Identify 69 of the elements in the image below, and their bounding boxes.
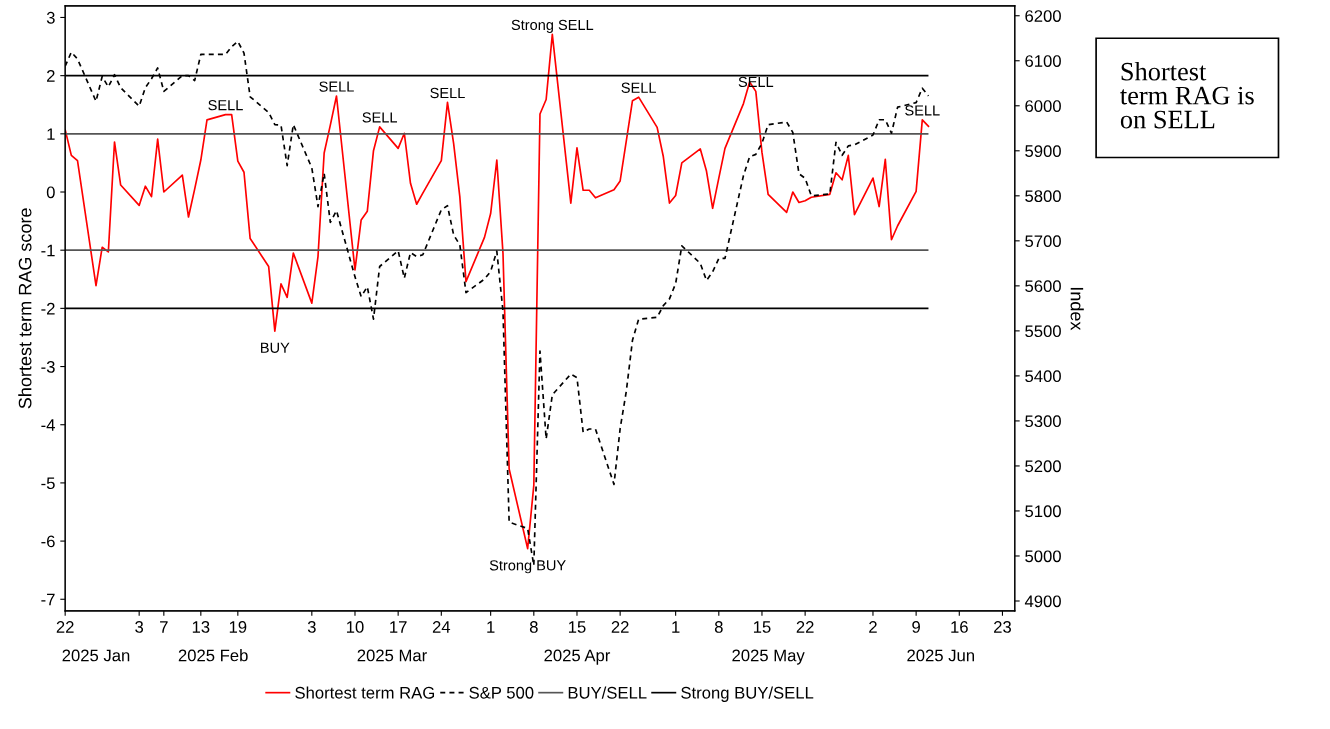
annotation: Strong BUY: [489, 560, 566, 574]
y2-tick-label: 5700: [1025, 235, 1061, 248]
y2-tick-label: 5600: [1025, 280, 1061, 293]
y2-tick-label: 5800: [1025, 190, 1061, 203]
y2-tick-label: 4900: [1024, 595, 1061, 608]
x-tick-label: 7: [160, 621, 168, 633]
y-tick-label: -7: [41, 593, 55, 606]
y2-tick-label: 5500: [1025, 325, 1061, 338]
y2-tick-label: 5900: [1025, 145, 1061, 157]
x-tick-label: 22: [796, 621, 814, 633]
x-tick-label: 17: [390, 621, 407, 633]
x2-tick-label: 2025 Mar: [357, 649, 427, 662]
annotation: SELL: [430, 87, 465, 99]
y-tick-label: 2: [47, 70, 55, 82]
x-tick-label: 19: [229, 621, 247, 633]
x-tick-label: 8: [714, 621, 723, 633]
y-tick-label: 3: [46, 11, 55, 24]
y2-tick-label: 5100: [1025, 505, 1061, 518]
x-tick-label: 3: [135, 621, 144, 633]
legend-label: BUY/SELL: [568, 686, 647, 699]
x-tick-label: 8: [529, 621, 538, 633]
x2-tick-label: 2025 May: [732, 649, 805, 665]
x-tick-label: 16: [951, 621, 968, 633]
x-tick-label: 2: [869, 621, 877, 633]
text: Shortest term RAG is on SELL: [1120, 61, 1254, 129]
y2-tick-label: 5000: [1025, 550, 1061, 563]
x-tick-label: 15: [753, 621, 771, 633]
legend-label: S&P 500: [469, 686, 534, 699]
x-tick-label: 10: [346, 621, 364, 633]
x-tick-label: 1: [672, 621, 680, 633]
x-tick-label: 9: [912, 621, 920, 633]
x2-tick-label: 2025 Apr: [544, 649, 611, 665]
y-tick-label: -3: [41, 360, 55, 373]
annotation: SELL: [738, 76, 774, 88]
x-tick-label: 15: [568, 621, 586, 633]
annotation: BUY: [261, 342, 290, 353]
legend-label: Shortest term RAG: [295, 686, 435, 699]
y2-tick-label: 6200: [1025, 10, 1061, 22]
x-tick-label: 22: [56, 621, 74, 633]
x-tick-label: 3: [307, 621, 316, 633]
y2-axis-title: Index: [1070, 287, 1084, 331]
x-tick-label: 23: [994, 621, 1011, 633]
annotation: SELL: [208, 100, 243, 111]
y-tick-label: 1: [47, 128, 55, 140]
y2-tick-label: 5300: [1025, 415, 1061, 428]
y2-tick-label: 6000: [1025, 100, 1061, 112]
x2-tick-label: 2025 Jan: [62, 649, 130, 662]
y-tick-label: -6: [41, 535, 55, 548]
x-tick-label: 22: [611, 621, 629, 633]
y-tick-label: -1: [41, 244, 55, 257]
y2-tick-label: 5200: [1025, 460, 1061, 473]
annotation: SELL: [621, 82, 656, 93]
y2-tick-label: 6100: [1025, 55, 1061, 67]
x-tick-label: 13: [192, 621, 210, 633]
x-tick-label: 24: [432, 621, 451, 633]
y2-tick-label: 5400: [1025, 370, 1061, 383]
x2-tick-label: 2025 Jun: [907, 649, 974, 662]
annotation: Strong SELL: [511, 19, 594, 33]
annotation: SELL: [905, 105, 940, 116]
x-tick-label: 1: [487, 621, 495, 633]
x2-tick-label: 2025 Feb: [178, 649, 248, 662]
y-tick-label: 0: [46, 186, 55, 199]
legend-label: Strong BUY/SELL: [681, 686, 814, 702]
annotation: SELL: [319, 81, 354, 92]
y-tick-label: -5: [41, 477, 55, 490]
annotation: SELL: [362, 112, 398, 123]
y-tick-label: -2: [41, 302, 55, 315]
y-axis-title: Shortest term RAG score: [18, 208, 32, 409]
y-tick-label: -4: [41, 419, 55, 431]
